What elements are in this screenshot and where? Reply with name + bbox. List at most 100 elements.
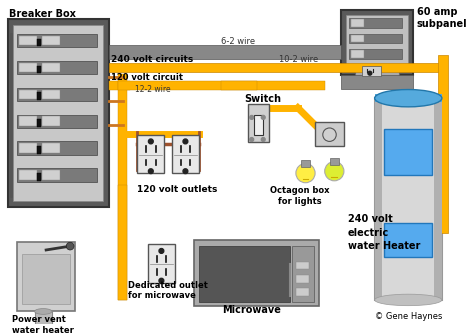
Bar — [384, 223, 432, 257]
Text: Breaker Box: Breaker Box — [9, 8, 75, 18]
Bar — [36, 146, 41, 154]
Bar — [148, 244, 175, 283]
Bar — [362, 66, 382, 76]
Circle shape — [261, 116, 265, 119]
Bar — [19, 36, 36, 45]
Bar — [17, 34, 97, 47]
Text: 12-2 wire: 12-2 wire — [136, 85, 171, 94]
Bar — [42, 89, 60, 99]
Circle shape — [323, 128, 336, 141]
Bar — [17, 115, 97, 128]
Bar — [346, 15, 408, 70]
Bar — [301, 160, 310, 168]
Bar — [22, 254, 70, 304]
Circle shape — [183, 169, 188, 174]
Bar — [36, 92, 41, 100]
Bar — [36, 39, 41, 46]
Circle shape — [148, 169, 153, 174]
Bar — [36, 119, 41, 127]
Bar — [36, 66, 41, 73]
Bar — [109, 63, 440, 72]
Bar — [254, 116, 263, 135]
Circle shape — [159, 249, 164, 253]
Bar — [341, 10, 413, 75]
Bar — [248, 104, 269, 142]
Bar — [17, 61, 97, 74]
Bar — [329, 158, 339, 165]
Text: Switch: Switch — [244, 94, 281, 104]
Circle shape — [183, 139, 188, 144]
Circle shape — [148, 139, 153, 144]
Bar — [19, 117, 36, 126]
Bar — [42, 117, 60, 126]
Ellipse shape — [374, 89, 442, 107]
Ellipse shape — [35, 309, 52, 314]
Bar — [349, 34, 401, 44]
Text: Dedicated outlet
for microwave: Dedicated outlet for microwave — [128, 281, 208, 300]
Text: 6-2 wire: 6-2 wire — [221, 38, 255, 46]
Bar — [19, 170, 36, 180]
Circle shape — [250, 138, 254, 141]
Text: 60 amp
subpanel: 60 amp subpanel — [417, 7, 467, 29]
Bar — [194, 241, 319, 306]
Bar — [434, 98, 442, 300]
Bar — [374, 98, 442, 300]
Bar — [42, 36, 60, 45]
Bar — [351, 19, 364, 27]
Bar — [296, 262, 310, 269]
Bar — [19, 89, 36, 99]
Ellipse shape — [374, 294, 442, 306]
Bar — [137, 135, 164, 173]
Circle shape — [296, 163, 315, 183]
Bar — [17, 88, 97, 101]
Bar — [221, 81, 257, 89]
Bar — [374, 94, 442, 102]
Bar — [19, 143, 36, 153]
Text: Power vent
water heater: Power vent water heater — [12, 315, 74, 335]
Bar — [341, 75, 413, 88]
Bar — [13, 25, 103, 201]
Bar — [315, 122, 344, 146]
Bar — [109, 45, 341, 59]
Bar — [42, 63, 60, 72]
Bar — [118, 74, 127, 300]
Bar — [109, 81, 130, 89]
Bar — [296, 275, 310, 283]
Text: 120 volt circuit: 120 volt circuit — [111, 73, 183, 82]
Bar — [36, 173, 41, 181]
Bar — [351, 35, 364, 43]
Bar — [42, 170, 60, 180]
Circle shape — [325, 161, 344, 181]
Text: © Gene Haynes: © Gene Haynes — [374, 312, 442, 321]
Bar — [35, 310, 52, 327]
Bar — [8, 19, 109, 207]
Bar — [351, 50, 364, 58]
Bar — [374, 98, 383, 300]
Circle shape — [159, 278, 164, 283]
Circle shape — [250, 116, 254, 119]
Bar — [118, 185, 127, 300]
Text: 240 volt circuits: 240 volt circuits — [111, 55, 194, 64]
Bar — [438, 55, 447, 233]
Circle shape — [66, 242, 74, 250]
Bar — [296, 288, 310, 296]
Bar — [17, 242, 75, 312]
Bar — [17, 141, 97, 155]
Text: Octagon box
for lights: Octagon box for lights — [270, 187, 329, 206]
Bar — [19, 63, 36, 72]
Bar — [292, 246, 314, 302]
Bar — [349, 18, 401, 28]
Bar — [349, 49, 401, 59]
Bar — [384, 129, 432, 175]
Bar — [17, 168, 97, 182]
Bar — [118, 81, 325, 89]
Text: 120 volt outlets: 120 volt outlets — [137, 185, 218, 194]
Circle shape — [368, 71, 372, 75]
Text: Microwave: Microwave — [222, 306, 281, 315]
Bar — [356, 66, 399, 77]
Text: 240 volt
electric
water Heater: 240 volt electric water Heater — [348, 214, 420, 251]
Text: 10-2 wire: 10-2 wire — [279, 55, 318, 64]
Bar — [199, 246, 290, 302]
Circle shape — [261, 138, 265, 141]
Bar — [172, 135, 199, 173]
